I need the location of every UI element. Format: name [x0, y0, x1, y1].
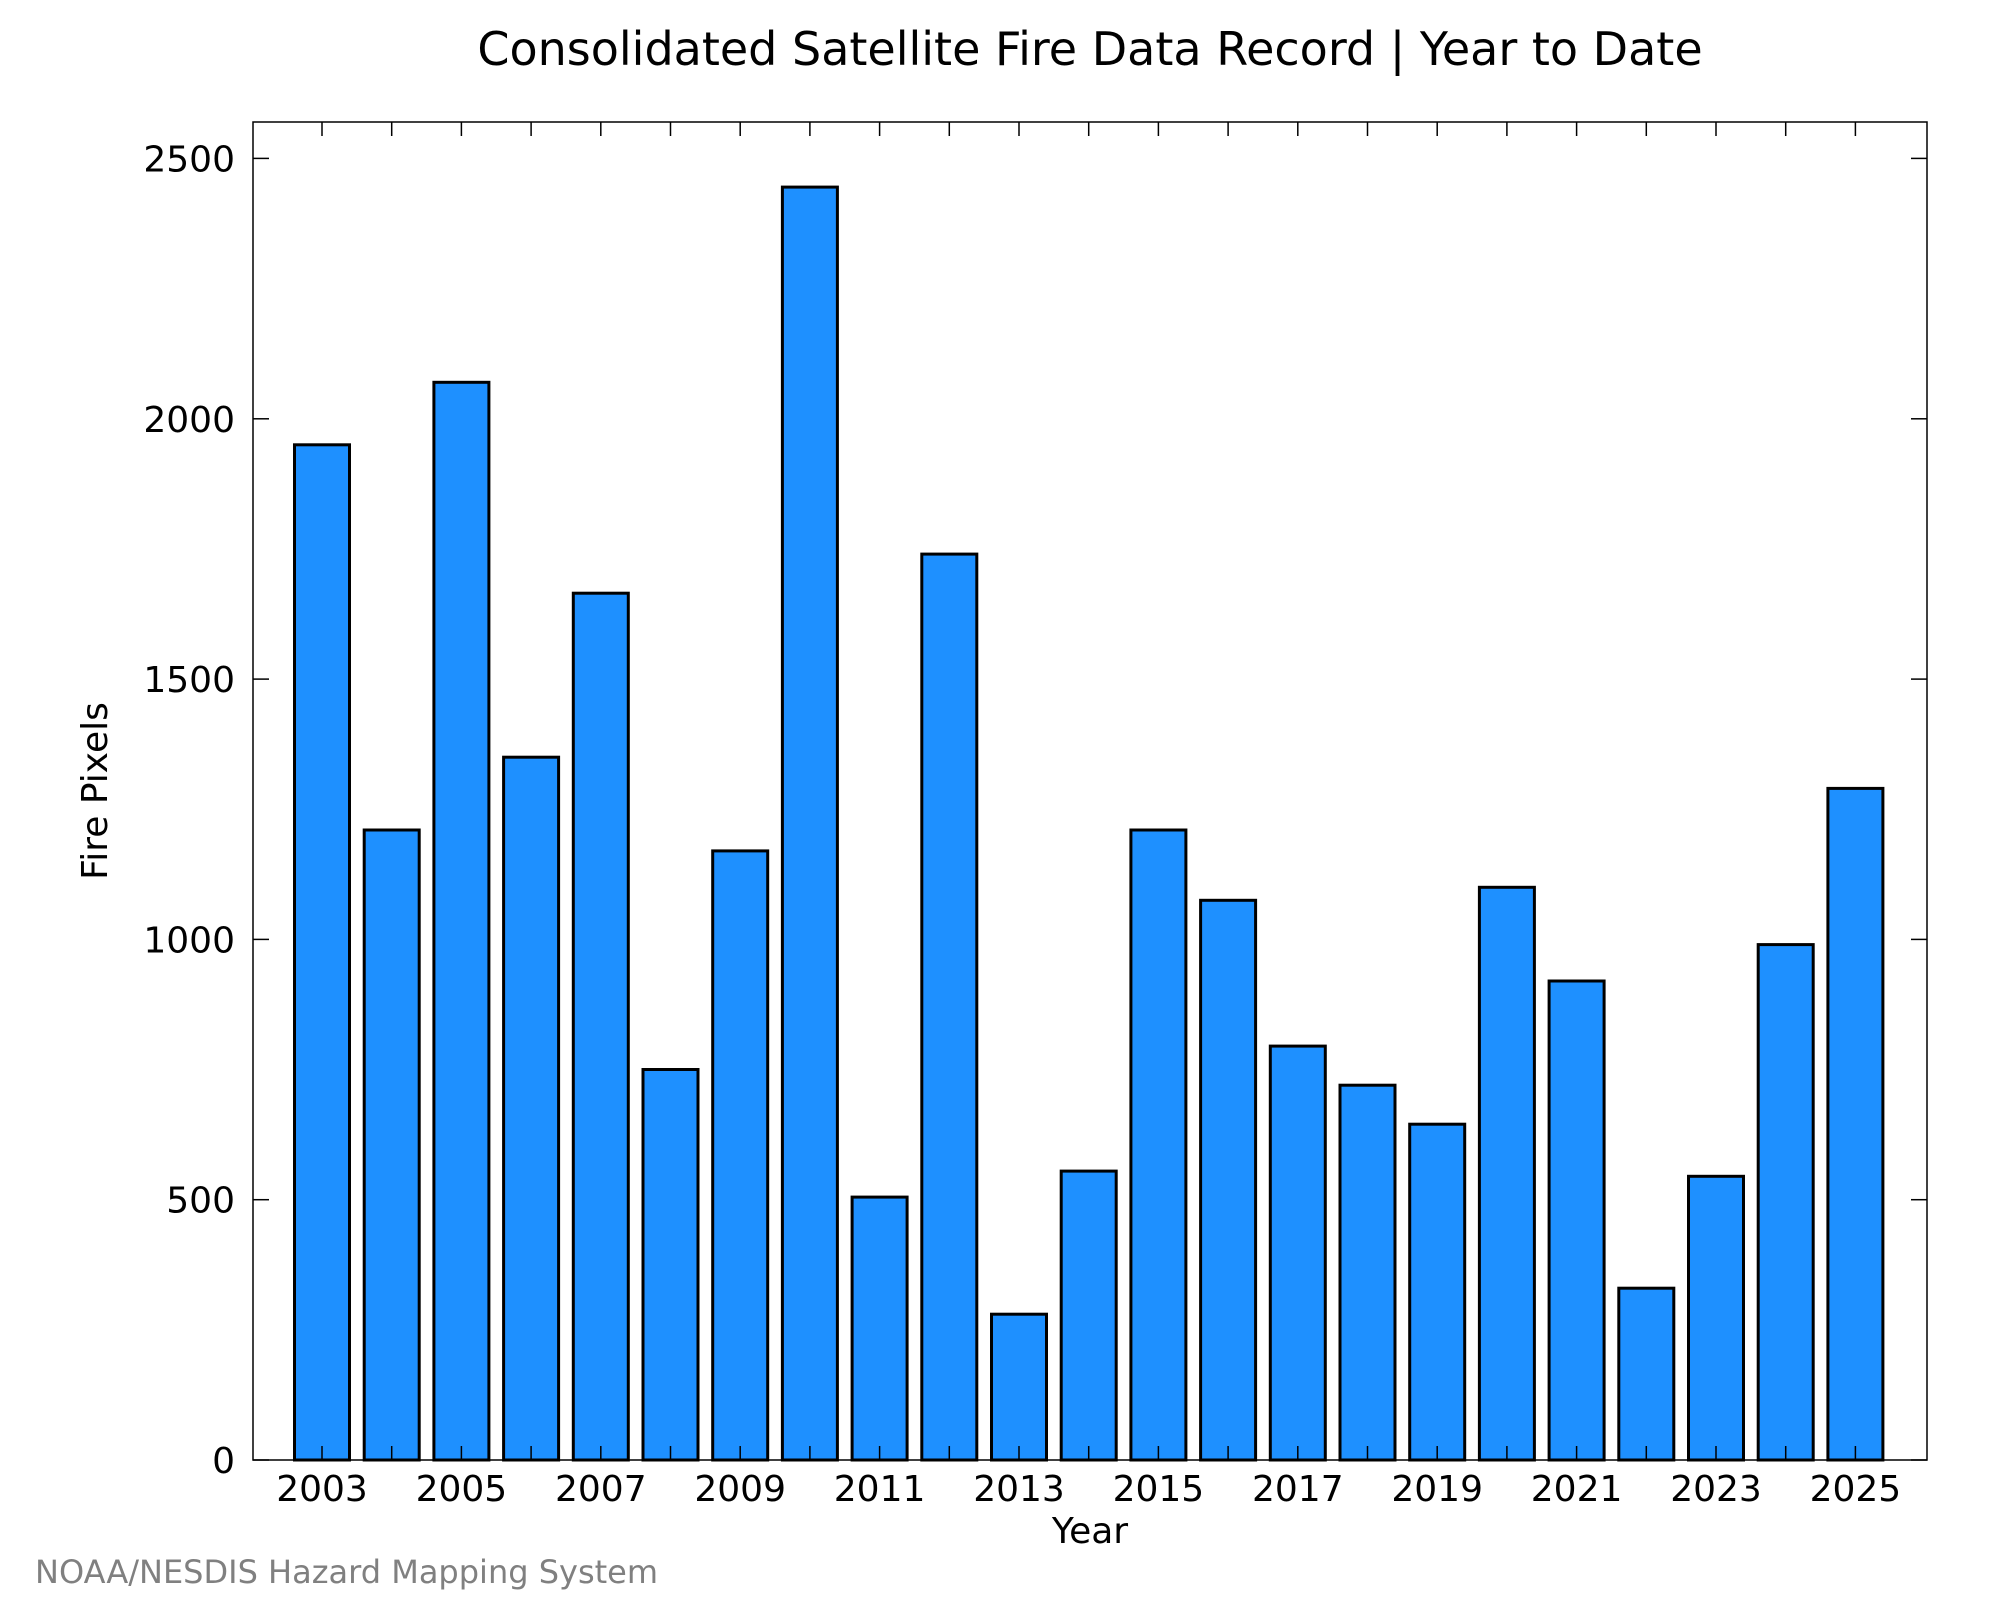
x-tick-label: 2019: [1391, 1469, 1483, 1510]
bar-2015: [1129, 828, 1188, 1462]
bar-2012: [920, 552, 979, 1462]
x-tick-label: 2003: [276, 1469, 368, 1510]
bar-2013: [990, 1312, 1048, 1462]
bar-2022: [1617, 1286, 1676, 1462]
x-tick-label: 2011: [834, 1469, 926, 1510]
bar-2025: [1826, 786, 1885, 1462]
y-tick-label: 2000: [143, 400, 235, 441]
x-tick-label: 2009: [694, 1469, 786, 1510]
x-tick-label: 2023: [1670, 1469, 1762, 1510]
bars-group: [293, 185, 1885, 1462]
bar-2017: [1268, 1044, 1327, 1462]
y-tick-label: 500: [166, 1181, 235, 1222]
bar-2014: [1059, 1169, 1118, 1462]
x-tick-label: 2025: [1810, 1469, 1902, 1510]
y-tick-label: 1000: [143, 920, 235, 961]
x-tick-label: 2017: [1252, 1469, 1344, 1510]
y-tick-label: 2500: [143, 139, 235, 180]
x-tick-label: 2005: [416, 1469, 508, 1510]
bar-2006: [502, 755, 561, 1462]
bar-2005: [432, 380, 491, 1462]
y-axis-label: Fire Pixels: [75, 702, 116, 880]
bar-2020: [1477, 885, 1536, 1462]
chart-title: Consolidated Satellite Fire Data Record …: [477, 22, 1702, 77]
bar-2023: [1687, 1174, 1745, 1462]
bar-2004: [362, 828, 421, 1462]
credit-text: NOAA/NESDIS Hazard Mapping System: [35, 1553, 658, 1591]
x-tick-label: 2013: [973, 1469, 1065, 1510]
x-tick-label: 2015: [1113, 1469, 1205, 1510]
x-axis: 2003 2005 2007 2009 2011 2013 2015 2017 2019 2021…: [276, 122, 1901, 1510]
bar-2019: [1408, 1122, 1467, 1462]
y-axis: 0 500 1000 1500 2000 2500: [143, 139, 1927, 1482]
bar-2007: [571, 591, 630, 1462]
bar-2024: [1756, 943, 1815, 1462]
plot-frame: [252, 121, 1928, 1461]
bar-2021: [1547, 979, 1606, 1462]
bar-2011: [850, 1195, 909, 1462]
bar-2016: [1199, 898, 1258, 1462]
bar-2018: [1338, 1083, 1397, 1462]
y-tick-label: 0: [212, 1441, 235, 1482]
y-tick-label: 1500: [143, 660, 235, 701]
bar-2008: [641, 1068, 700, 1462]
bar-2009: [711, 849, 770, 1462]
x-axis-label: Year: [1051, 1511, 1128, 1552]
x-tick-label: 2007: [555, 1469, 647, 1510]
x-tick-label: 2021: [1531, 1469, 1623, 1510]
bar-2003: [293, 443, 351, 1462]
bar-2010: [780, 185, 839, 1462]
